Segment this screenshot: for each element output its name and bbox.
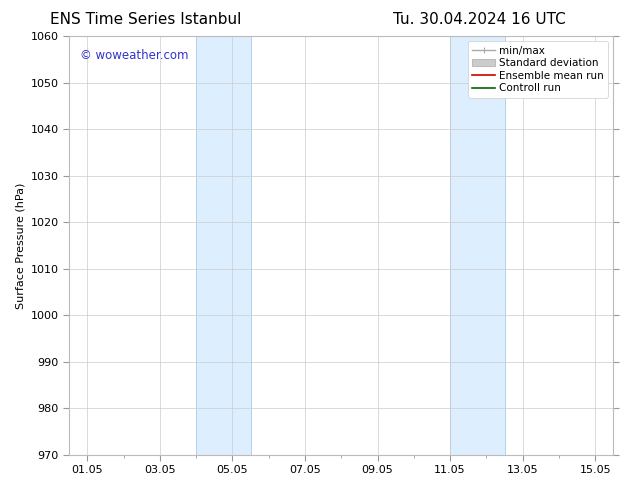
Text: © woweather.com: © woweather.com bbox=[80, 49, 188, 62]
Legend: min/max, Standard deviation, Ensemble mean run, Controll run: min/max, Standard deviation, Ensemble me… bbox=[468, 41, 608, 98]
Text: ENS Time Series Istanbul: ENS Time Series Istanbul bbox=[49, 12, 241, 27]
Y-axis label: Surface Pressure (hPa): Surface Pressure (hPa) bbox=[15, 182, 25, 309]
Bar bbox=[450, 36, 505, 455]
Bar bbox=[196, 36, 250, 455]
Text: Tu. 30.04.2024 16 UTC: Tu. 30.04.2024 16 UTC bbox=[393, 12, 566, 27]
